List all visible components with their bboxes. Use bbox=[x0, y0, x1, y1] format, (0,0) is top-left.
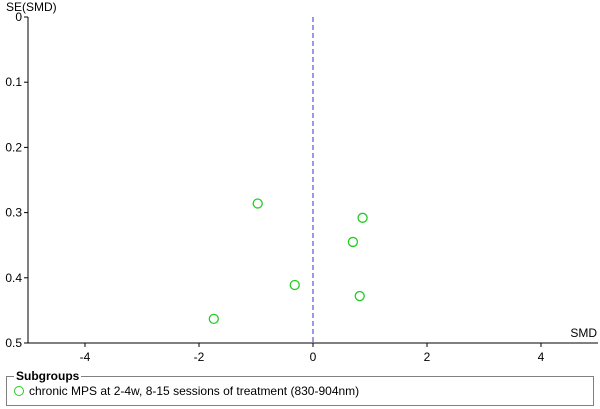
data-point bbox=[289, 279, 300, 291]
x-axis-label: SMD bbox=[570, 326, 597, 340]
x-tick-label: 0 bbox=[310, 350, 317, 364]
data-point bbox=[347, 236, 359, 248]
y-tick-label: 0 bbox=[15, 10, 22, 24]
legend-box bbox=[6, 376, 594, 406]
y-tick-label: 0.1 bbox=[5, 75, 22, 89]
ticks: 0 0.1 0.2 0.3 0.4 0.5 -4 -2 0 2 4 bbox=[5, 10, 544, 364]
x-tick-label: -2 bbox=[194, 350, 205, 364]
y-tick-label: 0.5 bbox=[5, 336, 22, 350]
data-point bbox=[252, 198, 263, 209]
data-point bbox=[354, 290, 365, 302]
x-tick-label: 4 bbox=[538, 350, 545, 364]
legend-marker-icon bbox=[14, 386, 24, 396]
data-points bbox=[208, 198, 368, 325]
legend-entry-label: chronic MPS at 2-4w, 8-15 sessions of tr… bbox=[29, 384, 360, 398]
x-tick-label: -4 bbox=[80, 350, 91, 364]
legend-entry: chronic MPS at 2-4w, 8-15 sessions of tr… bbox=[14, 384, 359, 398]
y-tick-label: 0.4 bbox=[5, 271, 22, 285]
data-point bbox=[208, 313, 219, 325]
x-tick-label: 2 bbox=[424, 350, 431, 364]
y-tick-label: 0.3 bbox=[5, 206, 22, 220]
y-tick-label: 0.2 bbox=[5, 140, 22, 154]
y-axis-label: SE(SMD) bbox=[6, 0, 57, 14]
legend-title: Subgroups bbox=[14, 369, 82, 383]
data-point bbox=[357, 212, 368, 223]
